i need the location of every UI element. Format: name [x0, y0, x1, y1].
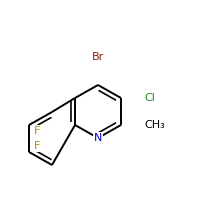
Text: CH₃: CH₃	[144, 120, 165, 130]
Text: N: N	[94, 133, 102, 143]
Text: F: F	[34, 141, 40, 151]
Text: Br: Br	[92, 52, 104, 62]
Text: Cl: Cl	[144, 93, 155, 103]
Text: F: F	[34, 126, 40, 136]
